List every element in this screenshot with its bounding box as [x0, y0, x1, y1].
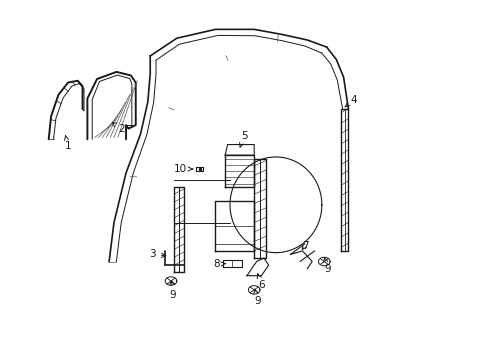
Text: 2: 2 — [112, 123, 124, 134]
Text: 1: 1 — [64, 136, 71, 151]
Text: 9: 9 — [323, 258, 330, 274]
Text: 10: 10 — [174, 164, 192, 174]
Text: 7: 7 — [301, 240, 307, 251]
Text: 4: 4 — [344, 95, 356, 107]
Text: 6: 6 — [257, 274, 264, 289]
Text: 9: 9 — [253, 289, 260, 306]
Text: 8: 8 — [213, 259, 225, 269]
Text: 9: 9 — [169, 280, 176, 300]
Text: 3: 3 — [149, 249, 165, 260]
Text: 5: 5 — [239, 131, 247, 147]
